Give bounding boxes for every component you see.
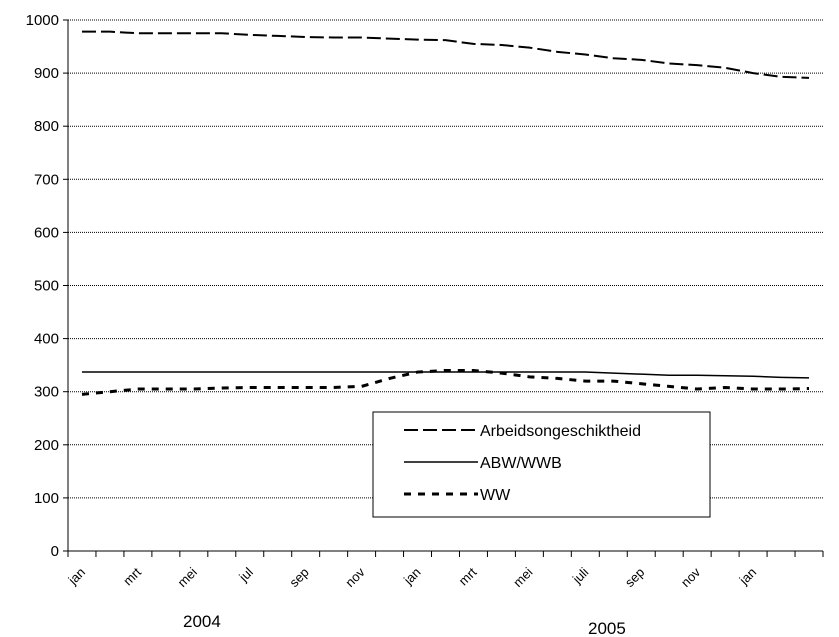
- x-tick-label-jul: jul: [235, 564, 256, 585]
- y-tick-label-500: 500: [34, 278, 59, 295]
- x-tick-label-nov: nov: [342, 564, 368, 590]
- y-tick-label-300: 300: [34, 384, 59, 401]
- x-tick-label-mei: mei: [175, 564, 200, 589]
- y-tick-label-400: 400: [34, 331, 59, 348]
- series-line-arbeidsongeschiktheid: [81, 30, 810, 79]
- y-tick-label-0: 0: [51, 543, 59, 560]
- series-lines: [81, 30, 810, 396]
- series-line-abw-wwb: [81, 371, 810, 379]
- x-tick-label-juli: juli: [569, 564, 592, 587]
- y-tick-label-200: 200: [34, 437, 59, 454]
- y-tick-label-1000: 1000: [26, 12, 59, 29]
- legend-label-arbeidsongeschiktheid: Arbeidsongeschiktheid: [480, 423, 641, 440]
- y-tick-label-600: 600: [34, 224, 59, 241]
- x-tick-label-nov: nov: [678, 564, 704, 590]
- y-axis-ticks: 0 100 200 300 400 500 600 700 800 900 1000: [26, 12, 68, 560]
- x-tick-label-mrt: mrt: [120, 564, 144, 588]
- y-tick-label-800: 800: [34, 118, 59, 135]
- x-tick-label-mei: mei: [510, 564, 535, 589]
- x-tick-label-jan: jan: [736, 565, 760, 589]
- legend: Arbeidsongeschiktheid ABW/WWB WW: [372, 411, 711, 518]
- x-tick-label-sep: sep: [286, 565, 311, 590]
- x-tick-label-mrt: mrt: [456, 564, 480, 588]
- y-tick-label-900: 900: [34, 65, 59, 82]
- legend-label-ww: WW: [480, 487, 511, 504]
- x-tick-label-sep: sep: [622, 565, 647, 590]
- y-tick-label-700: 700: [34, 171, 59, 188]
- legend-label-abw-wwb: ABW/WWB: [480, 455, 562, 472]
- series-line-ww: [81, 368, 810, 396]
- y-tick-label-100: 100: [34, 490, 59, 507]
- x-axis-ticks: jan mrt mei jul sep nov jan mrt mei juli sep nov jan: [65, 551, 824, 590]
- year-label-2004: 2004: [183, 612, 221, 631]
- x-tick-label-jan: jan: [400, 565, 424, 589]
- x-tick-label-jan: jan: [65, 565, 89, 589]
- year-label-2005: 2005: [588, 619, 626, 637]
